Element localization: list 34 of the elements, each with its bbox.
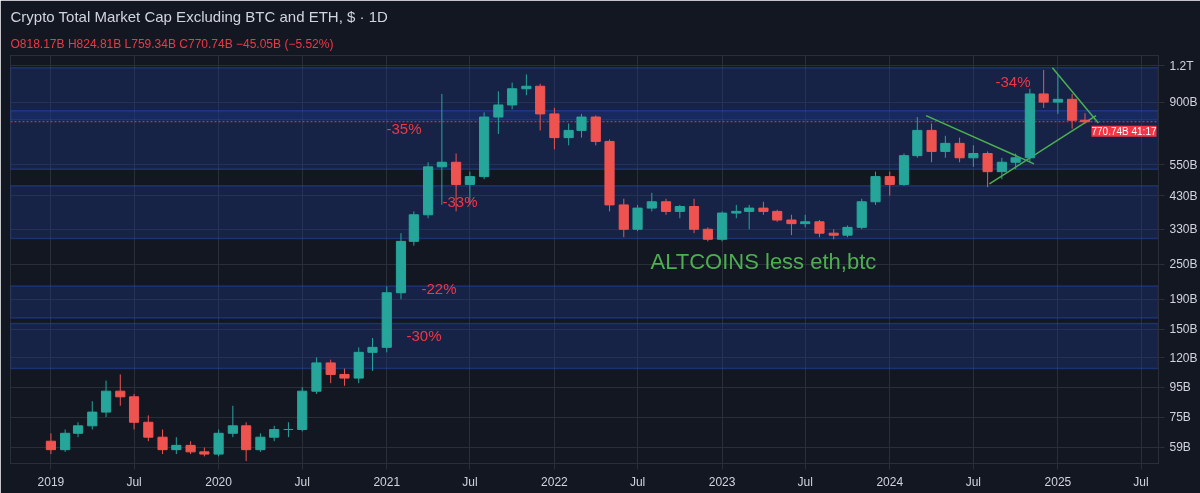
annotation: ALTCOINS less eth,btc [650,248,877,274]
annotation: -34% [995,73,1031,90]
y-tick-label: 900B [1169,95,1198,110]
ref-line-label: 770.74B 41:17 [1091,125,1157,137]
y-tick-label: 95B [1169,380,1191,395]
x-tick-label: 2024 [876,474,904,489]
y-tick-label: 190B [1169,292,1198,307]
x-tick-label: 2022 [541,474,569,489]
x-tick-label: Jul [797,474,813,489]
y-tick-label: 120B [1169,350,1198,365]
y-tick-label: 150B [1169,322,1198,337]
y-tick-label: 550B [1169,157,1198,172]
chart-title: Crypto Total Market Cap Excluding BTC and ETH, $ · 1D [10,7,389,25]
annotation: -35% [386,120,422,137]
y-tick-label: 1.2T [1169,58,1195,73]
y-tick-label: 430B [1169,188,1198,203]
x-tick-label: Jul [462,474,478,489]
x-tick-label: Jul [965,474,982,489]
annotation: -22% [421,280,457,297]
x-tick-label: 2023 [708,474,736,489]
x-tick-label: 2019 [37,474,65,489]
annotation: -30% [406,327,442,344]
x-tick-label: Jul [1133,474,1149,489]
x-tick-label: Jul [294,474,310,489]
x-tick-label: Jul [629,474,646,489]
y-tick-label: 330B [1169,222,1198,237]
x-tick-label: 2021 [373,474,401,489]
x-tick-label: Jul [126,474,142,489]
x-tick-label: 2025 [1044,474,1072,489]
y-tick-label: 75B [1169,410,1191,425]
chart-subtitle: O818.17B H824.81B L759.34B C770.74B −45.05B (−5.52%) [10,36,334,51]
y-tick-label: 250B [1169,257,1198,272]
y-tick-label: 59B [1169,440,1191,455]
x-tick-label: 2020 [205,474,233,489]
